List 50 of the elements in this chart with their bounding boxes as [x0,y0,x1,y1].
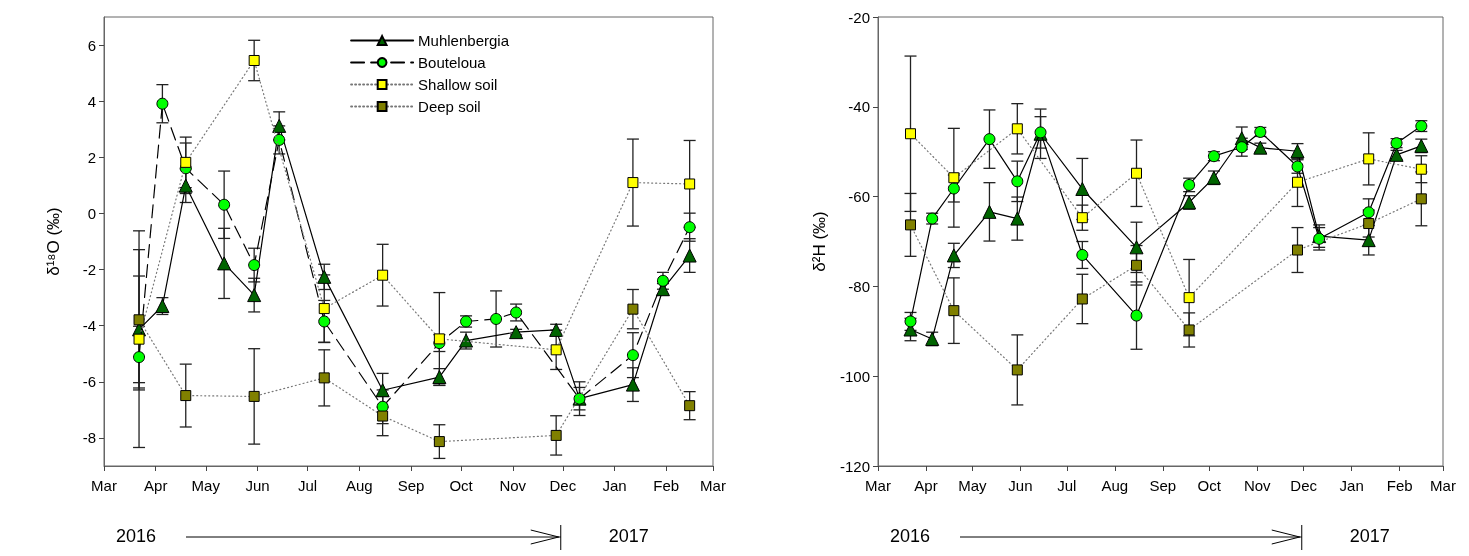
y-tick-label: -8 [82,429,96,447]
y-tick-label: -60 [848,188,870,206]
y-tick-label: -80 [848,277,870,295]
x-tick-label: Jun [1008,477,1033,494]
y-tick-label: -20 [848,8,870,26]
y-tick-label: 6 [87,36,96,54]
legend-label: Bouteloua [418,54,487,71]
y-tick-label: 2 [87,148,96,166]
x-tick-label: Oct [1197,477,1222,494]
y-axis-title: δ²H (‰) [810,211,829,272]
x-tick-label: Aug [1101,477,1129,494]
x-tick-label: May [958,477,988,494]
x-tick-label: Mar [700,477,726,494]
y-tick-label: -120 [839,457,870,475]
x-tick-label: Jun [245,477,270,494]
text: 2016 [890,526,931,546]
x-tick-label: Mar [1430,477,1456,494]
y-tick-label: -40 [848,98,870,116]
x-tick-label: Dec [549,477,577,494]
text: 2016 [116,526,157,546]
x-tick-label: Mar [91,477,117,494]
x-tick-label: Apr [144,477,168,494]
x-tick-label: Dec [1290,477,1318,494]
x-tick-label: Oct [449,477,474,494]
y-tick-label: 0 [87,204,96,222]
x-tick-label: Nov [499,477,527,494]
x-tick-label: Apr [914,477,938,494]
x-tick-label: Feb [1386,477,1413,494]
y-tick-label: -4 [82,317,96,335]
y-tick-label: -2 [82,261,96,279]
y-axis-title: δ¹⁸O (‰) [44,207,63,276]
x-tick-label: Feb [653,477,680,494]
x-tick-label: Nov [1243,477,1272,494]
x-tick-label: Jan [1339,477,1364,494]
x-tick-label: Jul [1057,477,1077,494]
x-tick-label: Aug [345,477,373,494]
x-tick-label: Mar [865,477,891,494]
y-tick-label: 4 [87,92,96,110]
x-tick-label: Jan [602,477,627,494]
x-tick-label: Sep [1149,477,1177,494]
x-tick-label: Jul [297,477,318,494]
legend-label: Shallow soil [418,76,498,93]
x-tick-label: Sep [397,477,425,494]
legend-label: Deep soil [418,98,481,115]
y-tick-label: -100 [839,367,870,385]
y-tick-label: -6 [82,373,96,391]
x-tick-label: May [191,477,221,494]
text: 2017 [608,526,649,546]
text: 2017 [1349,526,1390,546]
legend-label: Muhlenbergia [418,32,510,49]
